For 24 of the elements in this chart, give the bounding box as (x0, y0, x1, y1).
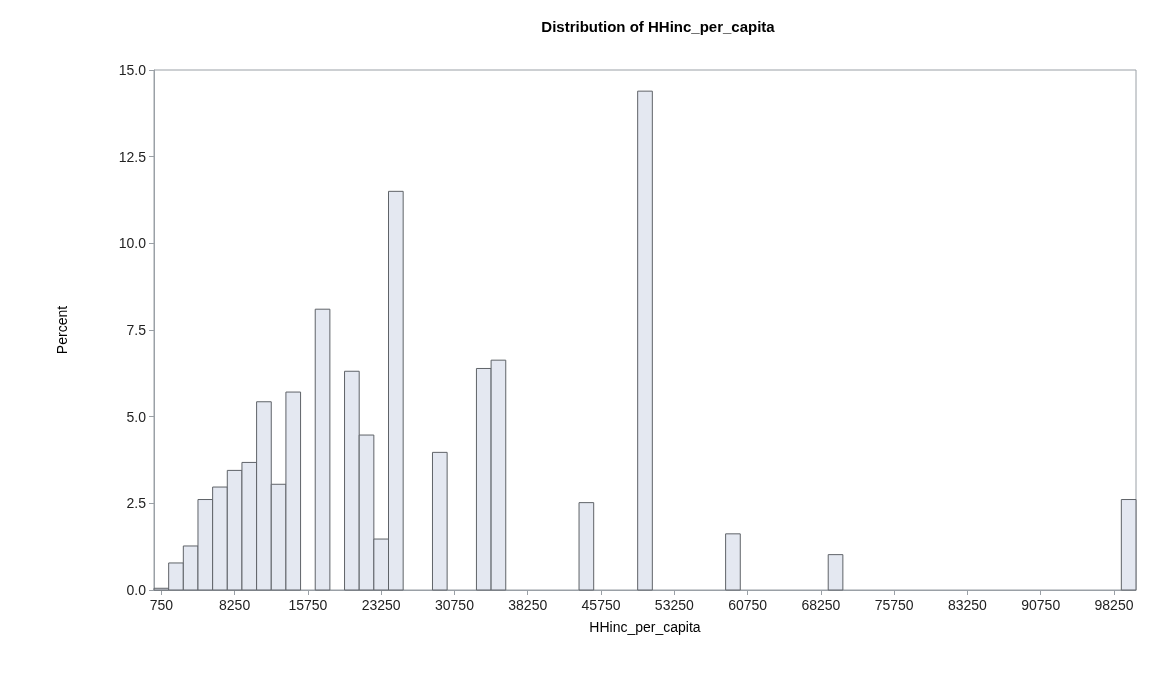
x-tick-label: 83250 (947, 597, 988, 613)
x-tick-label: 90750 (1021, 597, 1061, 613)
chart-title: Distribution of HHinc_per_capita (541, 18, 776, 35)
x-tick-label: 38250 (508, 597, 548, 613)
x-tick-label: 68250 (801, 597, 841, 613)
y-tick-label: 15.0 (118, 62, 147, 78)
x-tick-label: 8250 (219, 597, 251, 613)
x-tick-label: 98250 (1094, 597, 1134, 613)
x-tick-label: 45750 (581, 597, 621, 613)
y-tick-label: 5.0 (126, 408, 147, 425)
y-tick-label: 0.0 (126, 582, 147, 598)
y-tick-label: 7.5 (126, 322, 147, 338)
x-tick-label: 30750 (434, 597, 475, 613)
y-tick-label: 10.0 (118, 235, 147, 252)
y-tick-label: 12.5 (118, 148, 147, 165)
x-tick-label: 75750 (874, 597, 914, 613)
x-tick-label: 23250 (361, 597, 401, 613)
x-tick-label: 15750 (288, 597, 328, 613)
y-axis-title: Percent (54, 305, 70, 355)
x-axis-title: HHinc_per_capita (589, 619, 701, 635)
x-tick-label: 60750 (728, 597, 768, 613)
x-tick-label: 53250 (654, 597, 694, 613)
x-tick-label: 750 (149, 597, 174, 613)
y-tick-label: 2.5 (126, 495, 147, 512)
